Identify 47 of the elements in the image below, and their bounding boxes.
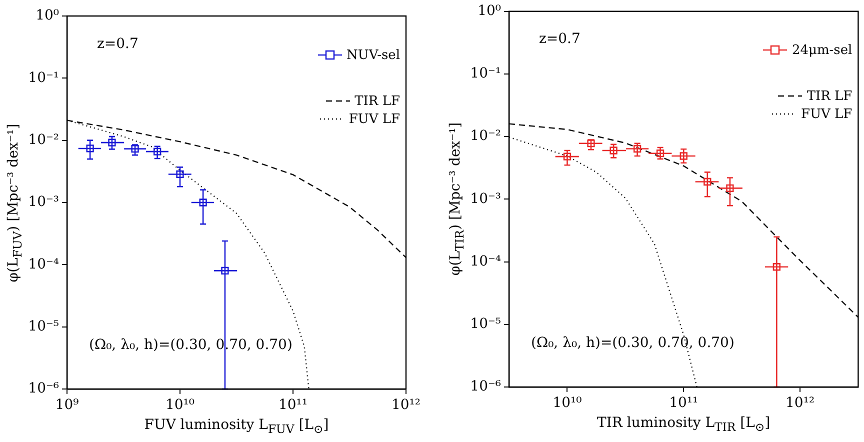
y-tick-label: 10⁰ xyxy=(36,8,60,24)
y-tick-label: 10⁻⁴ xyxy=(470,253,502,270)
y-tick-label: 10⁰ xyxy=(478,3,502,20)
x-tick-label: 10⁹ xyxy=(55,397,80,414)
point xyxy=(726,184,734,192)
x-tick-label: 10¹¹ xyxy=(278,397,308,414)
point xyxy=(199,198,207,206)
y-tick-label: 10⁻² xyxy=(470,128,501,144)
point xyxy=(587,140,595,148)
annotation: z=0.7 xyxy=(539,31,580,48)
point xyxy=(176,170,184,178)
annotation: (Ω₀, λ₀, h)=(0.30, 0.70, 0.70) xyxy=(531,335,734,351)
legend-label: FUV LF xyxy=(801,106,852,122)
point xyxy=(656,150,664,158)
x-tick-label: 10¹⁰ xyxy=(552,395,582,412)
point xyxy=(610,146,618,154)
legend-label: NUV-sel xyxy=(346,48,400,62)
y-tick-label: 10⁻¹ xyxy=(28,70,59,86)
point xyxy=(86,144,94,152)
y-tick-label: 10⁻⁵ xyxy=(470,316,502,332)
x-tick-label: 10¹⁰ xyxy=(165,397,195,414)
y-tick-label: 10⁻⁴ xyxy=(28,256,60,272)
legend-label: TIR LF xyxy=(806,88,852,104)
point xyxy=(221,266,229,275)
y-tick-label: 10⁻³ xyxy=(28,194,59,210)
y-tick-label: 10⁻⁶ xyxy=(28,380,60,397)
x-tick-label: 10¹² xyxy=(391,397,421,414)
annotation: z=0.7 xyxy=(97,36,138,52)
y-tick-label: 10⁻⁵ xyxy=(28,318,60,334)
legend-label: FUV LF xyxy=(348,112,400,126)
point xyxy=(633,144,642,153)
x-axis-title: TIR luminosity L$_{TIR}$ [L$_{⊙}$] xyxy=(597,415,770,434)
x-axis-title: FUV luminosity L$_{FUV}$ [L$_{⊙}$] xyxy=(144,417,329,436)
y-tick-label: 10⁻⁶ xyxy=(470,378,502,395)
y-tick-label: 10⁻³ xyxy=(470,190,501,207)
point xyxy=(153,148,162,156)
x-tick-label: 10¹² xyxy=(786,395,815,412)
point xyxy=(108,138,116,146)
point xyxy=(131,145,139,153)
y-tick-label: 10⁻¹ xyxy=(470,66,501,82)
point xyxy=(563,152,572,160)
legend-label: TIR LF xyxy=(354,94,400,108)
point xyxy=(704,178,712,186)
point xyxy=(680,152,688,160)
x-tick-label: 10¹¹ xyxy=(669,395,698,412)
legend-label: 24μm-sel xyxy=(792,42,852,58)
y-tick-label: 10⁻² xyxy=(28,132,59,148)
